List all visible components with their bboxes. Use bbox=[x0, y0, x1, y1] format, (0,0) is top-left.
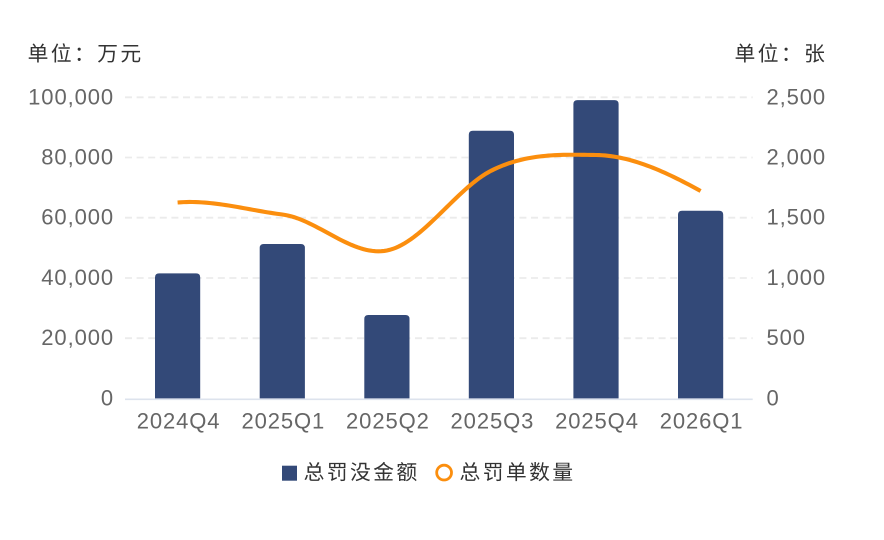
svg-text:0: 0 bbox=[101, 385, 114, 410]
svg-text:2026Q1: 2026Q1 bbox=[660, 408, 744, 433]
svg-text:2025Q3: 2025Q3 bbox=[451, 408, 535, 433]
svg-text:1,500: 1,500 bbox=[767, 205, 827, 230]
svg-text:60,000: 60,000 bbox=[41, 205, 114, 230]
svg-text:2025Q1: 2025Q1 bbox=[241, 408, 325, 433]
svg-text:2,000: 2,000 bbox=[767, 145, 827, 170]
svg-text:500: 500 bbox=[767, 325, 806, 350]
svg-text:2024Q4: 2024Q4 bbox=[137, 408, 221, 433]
svg-text:2,500: 2,500 bbox=[767, 84, 827, 109]
svg-text:2025Q4: 2025Q4 bbox=[555, 408, 639, 433]
svg-text:0: 0 bbox=[767, 385, 780, 410]
svg-text:100,000: 100,000 bbox=[28, 84, 114, 109]
svg-text:80,000: 80,000 bbox=[41, 145, 114, 170]
svg-text:2025Q2: 2025Q2 bbox=[346, 408, 430, 433]
svg-text:20,000: 20,000 bbox=[41, 325, 114, 350]
svg-text:40,000: 40,000 bbox=[41, 265, 114, 290]
svg-text:1,000: 1,000 bbox=[767, 265, 827, 290]
